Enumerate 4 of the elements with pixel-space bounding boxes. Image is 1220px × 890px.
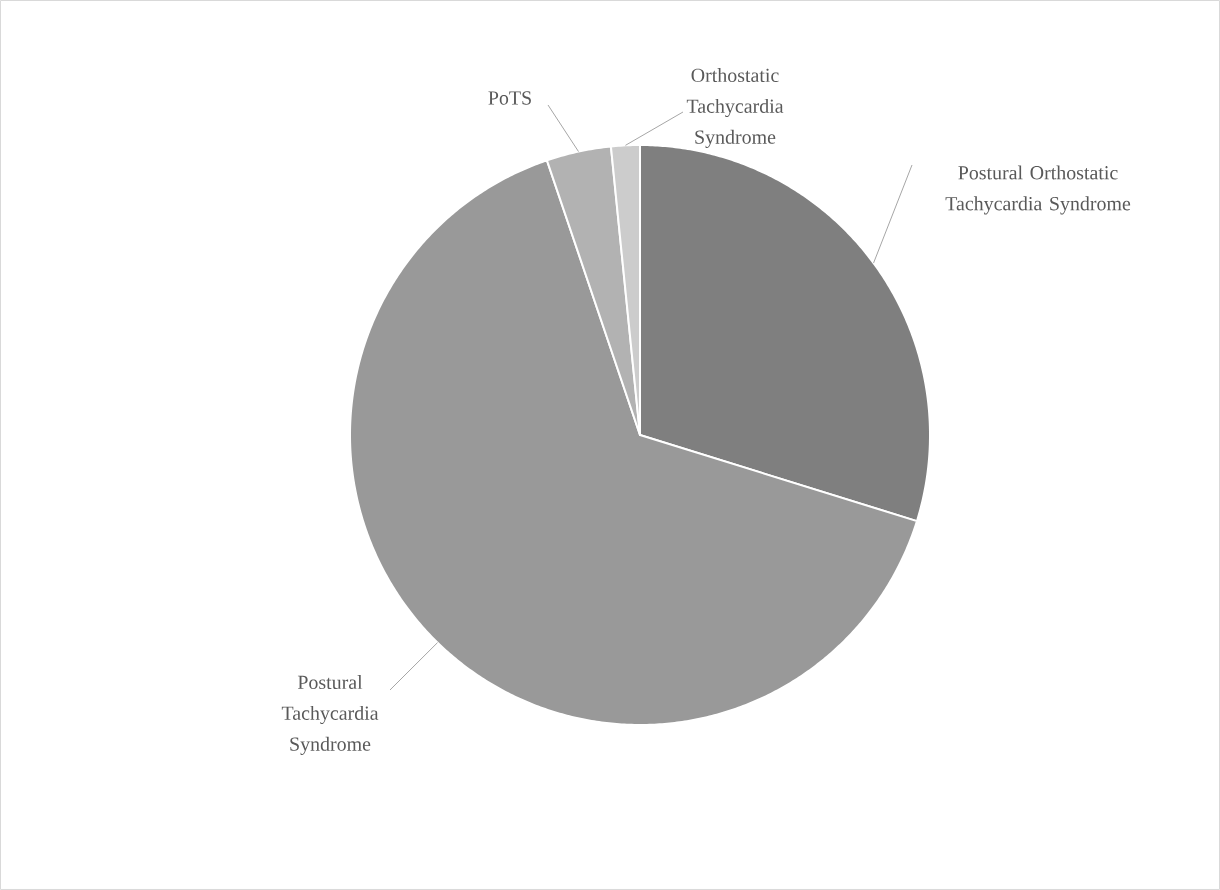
slice-label: Orthostatic Tachycardia Syndrome [686, 68, 784, 148]
slice-label: Postural Orthostatic Tachycardia Syndrome [945, 165, 1131, 215]
slice-label: PoTS [488, 91, 531, 105]
slice-label: Postural Tachycardia Syndrome [281, 675, 379, 755]
